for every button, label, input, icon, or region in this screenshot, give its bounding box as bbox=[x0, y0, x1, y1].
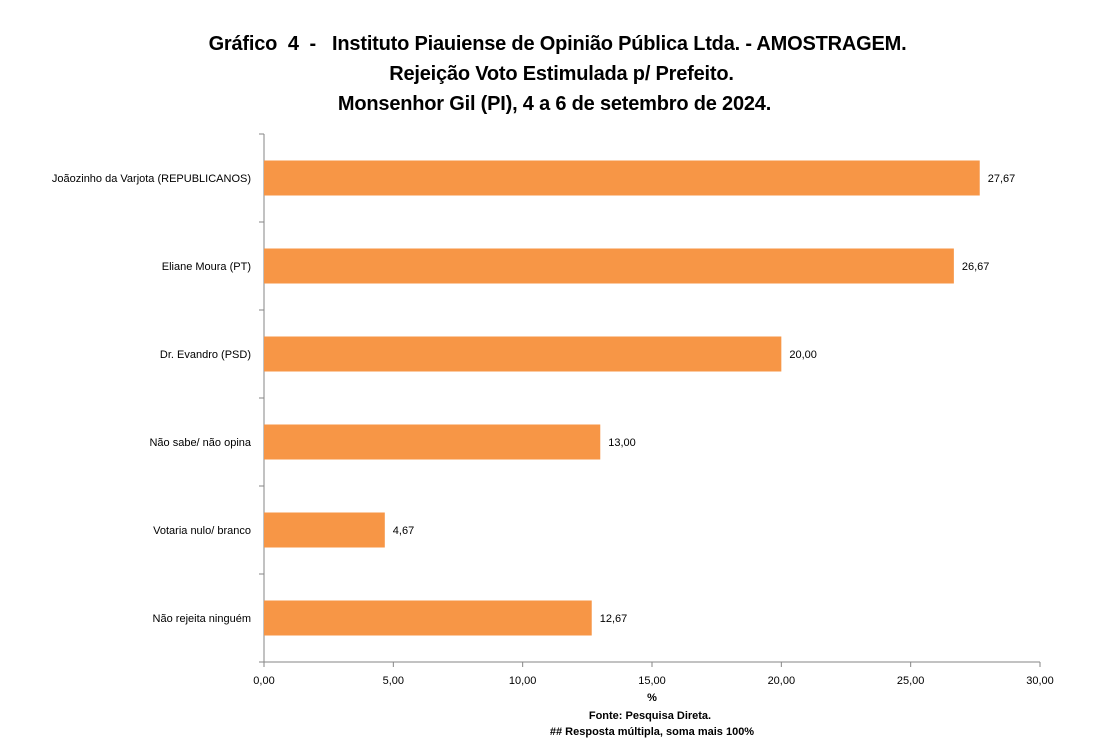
chart-bars bbox=[264, 160, 980, 636]
chart-labels: Joãozinho da Varjota (REPUBLICANOS) 27,67… bbox=[52, 173, 1015, 625]
category-label: Eliane Moura (PT) bbox=[162, 261, 251, 273]
multiple-response-note: ## Resposta múltipla, soma mais 100% bbox=[549, 726, 755, 738]
bar bbox=[264, 600, 592, 636]
chart-title-line-3: Monsenhor Gil (PI), 4 a 6 de setembro de… bbox=[337, 93, 772, 115]
category-label: Joãozinho da Varjota (REPUBLICANOS) bbox=[52, 173, 251, 185]
value-label: 27,67 bbox=[988, 173, 1016, 185]
x-tick-label: 25,00 bbox=[897, 675, 925, 687]
chart-title-line-1: Gráfico 4 - Instituto Piauiense de Opini… bbox=[208, 33, 907, 55]
bar bbox=[264, 424, 601, 460]
x-tick-label: 5,00 bbox=[383, 675, 404, 687]
value-label: 4,67 bbox=[393, 525, 414, 537]
value-label: 20,00 bbox=[789, 349, 817, 361]
category-label: Não rejeita ninguém bbox=[153, 613, 251, 625]
bar bbox=[264, 160, 980, 196]
category-label: Votaria nulo/ branco bbox=[153, 525, 251, 537]
category-label: Dr. Evandro (PSD) bbox=[160, 349, 251, 361]
x-tick-label: 30,00 bbox=[1026, 675, 1054, 687]
value-label: 13,00 bbox=[608, 437, 636, 449]
category-label: Não sabe/ não opina bbox=[149, 437, 251, 449]
value-label: 12,67 bbox=[600, 613, 628, 625]
x-tick-label: 0,00 bbox=[253, 675, 274, 687]
x-axis-label: % bbox=[647, 692, 657, 704]
value-label: 26,67 bbox=[962, 261, 990, 273]
bar bbox=[264, 248, 954, 284]
x-tick-label: 20,00 bbox=[768, 675, 796, 687]
chart-axes: 0,00 5,00 10,00 15,00 20,00 25,00 30,00 bbox=[253, 133, 1054, 687]
bar bbox=[264, 336, 782, 372]
x-tick-label: 10,00 bbox=[509, 675, 537, 687]
x-tick-label: 15,00 bbox=[638, 675, 666, 687]
source-note: Fonte: Pesquisa Direta. bbox=[588, 710, 712, 722]
chart-title-line-2: Rejeição Voto Estimulada p/ Prefeito. bbox=[389, 63, 734, 85]
bar bbox=[264, 512, 385, 548]
